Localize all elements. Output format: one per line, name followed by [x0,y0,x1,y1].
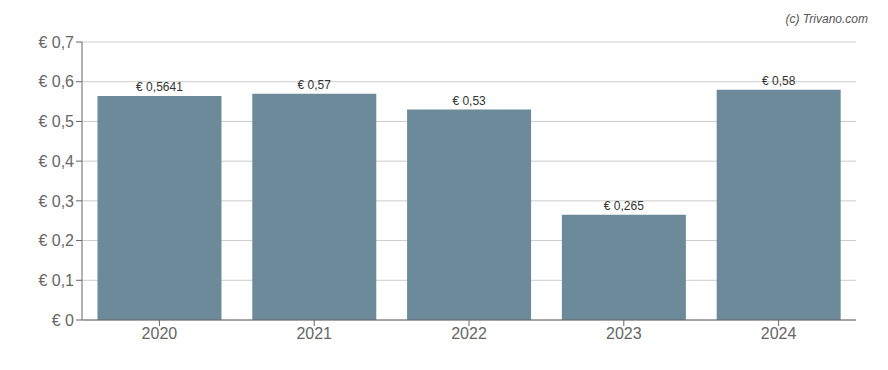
svg-text:€ 0,4: € 0,4 [38,153,74,170]
svg-text:2024: 2024 [761,325,797,342]
svg-text:€ 0,53: € 0,53 [452,94,486,108]
svg-text:€ 0,1: € 0,1 [38,272,74,289]
svg-text:2020: 2020 [142,325,178,342]
svg-text:€ 0,3: € 0,3 [38,193,74,210]
svg-text:€ 0,57: € 0,57 [298,78,332,92]
svg-text:2022: 2022 [451,325,487,342]
svg-text:€ 0,5: € 0,5 [38,113,74,130]
svg-text:€ 0,58: € 0,58 [762,74,796,88]
svg-text:€ 0,6: € 0,6 [38,73,74,90]
svg-text:€ 0,5641: € 0,5641 [136,80,183,94]
svg-text:2023: 2023 [606,325,642,342]
html-text:(c) Trivano.com: (c) Trivano.com [785,12,868,26]
svg-text:€ 0,7: € 0,7 [38,34,74,51]
svg-text:€ 0,265: € 0,265 [604,199,644,213]
svg-text:€ 0,2: € 0,2 [38,232,74,249]
svg-text:2021: 2021 [296,325,332,342]
svg-text:€ 0: € 0 [52,312,74,329]
